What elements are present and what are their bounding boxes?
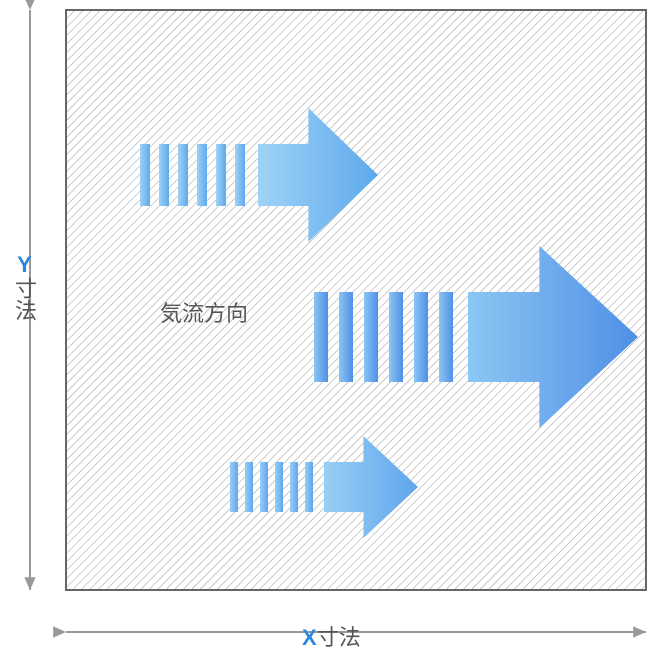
flow-arrow-bar (245, 462, 253, 512)
x-letter: X (302, 625, 317, 650)
flow-arrow-bar (439, 292, 453, 382)
flow-arrow-bar (235, 144, 245, 206)
flow-arrow-bar (275, 462, 283, 512)
flow-arrow-bar (260, 462, 268, 512)
flow-arrow-bar (178, 144, 188, 206)
y-letter: Y (12, 252, 37, 277)
flow-arrow-bar (314, 292, 328, 382)
x-dimension-arrow-head (53, 626, 66, 637)
flow-arrow-bar (290, 462, 298, 512)
y-axis-label: Y寸法 (8, 252, 40, 321)
flow-arrow-bar (305, 462, 313, 512)
flow-arrow-bar (414, 292, 428, 382)
y-dimension-arrow-head (24, 0, 35, 10)
flow-arrow-bar (230, 462, 238, 512)
x-axis-label: X寸法 (302, 620, 361, 652)
y-suffix: 寸法 (12, 277, 37, 321)
x-suffix: 寸法 (317, 625, 361, 650)
flow-arrow-bar (364, 292, 378, 382)
y-dimension-arrow-head (24, 577, 35, 590)
flow-arrow-bar (197, 144, 207, 206)
flow-arrow-bar (339, 292, 353, 382)
center-label: 気流方向 (160, 296, 248, 328)
diagram-svg (0, 0, 662, 664)
x-dimension-arrow-head (633, 626, 646, 637)
diagram-container: Y寸法 X寸法 気流方向 (0, 0, 662, 664)
flow-arrow-bar (140, 144, 150, 206)
flow-arrow-bar (159, 144, 169, 206)
flow-arrow-bar (216, 144, 226, 206)
flow-arrow-bar (389, 292, 403, 382)
